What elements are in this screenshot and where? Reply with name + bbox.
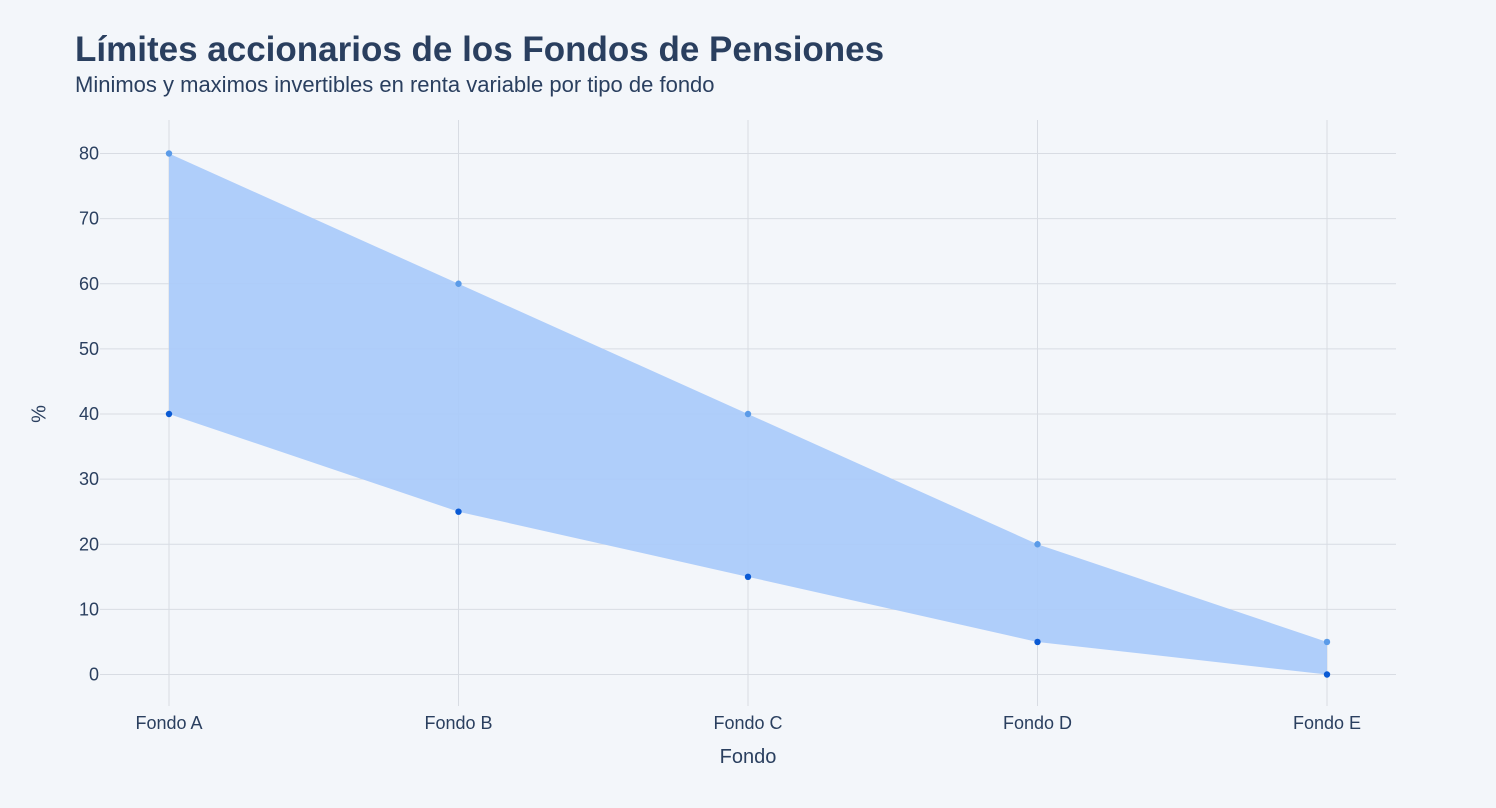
chart-subtitle: Minimos y maximos invertibles en renta v… (75, 72, 715, 97)
x-tick-label: Fondo A (135, 713, 202, 733)
y-tick-label: 60 (79, 274, 99, 294)
markers (165, 150, 1331, 678)
x-tick-label: Fondo E (1293, 713, 1361, 733)
min-point (1323, 671, 1331, 678)
x-tick-label: Fondo D (1003, 713, 1072, 733)
y-tick-label: 80 (79, 144, 99, 164)
chart-title: Límites accionarios de los Fondos de Pen… (75, 30, 884, 69)
min-point (455, 508, 462, 515)
ticks: 0 10 20 30 40 50 60 70 80 Fondo A Fondo B Fondo C Fo… (79, 144, 1361, 734)
y-tick-label: 40 (79, 404, 99, 424)
min-point (744, 573, 752, 581)
y-tick-label: 10 (79, 599, 99, 619)
max-point (744, 410, 752, 418)
y-tick-label: 70 (79, 209, 99, 229)
max-point (455, 280, 462, 287)
max-point (1034, 541, 1041, 548)
min-point (165, 410, 173, 418)
min-point (1034, 638, 1041, 646)
y-tick-label: 20 (79, 534, 99, 554)
x-axis-title: Fondo (720, 746, 777, 768)
y-tick-label: 0 (89, 665, 99, 685)
max-point (165, 150, 173, 157)
max-point (1323, 638, 1331, 646)
y-axis-title: % (28, 405, 50, 423)
x-tick-label: Fondo C (713, 713, 782, 733)
y-tick-label: 50 (79, 339, 99, 359)
y-tick-label: 30 (79, 469, 99, 489)
x-tick-label: Fondo B (424, 713, 492, 733)
